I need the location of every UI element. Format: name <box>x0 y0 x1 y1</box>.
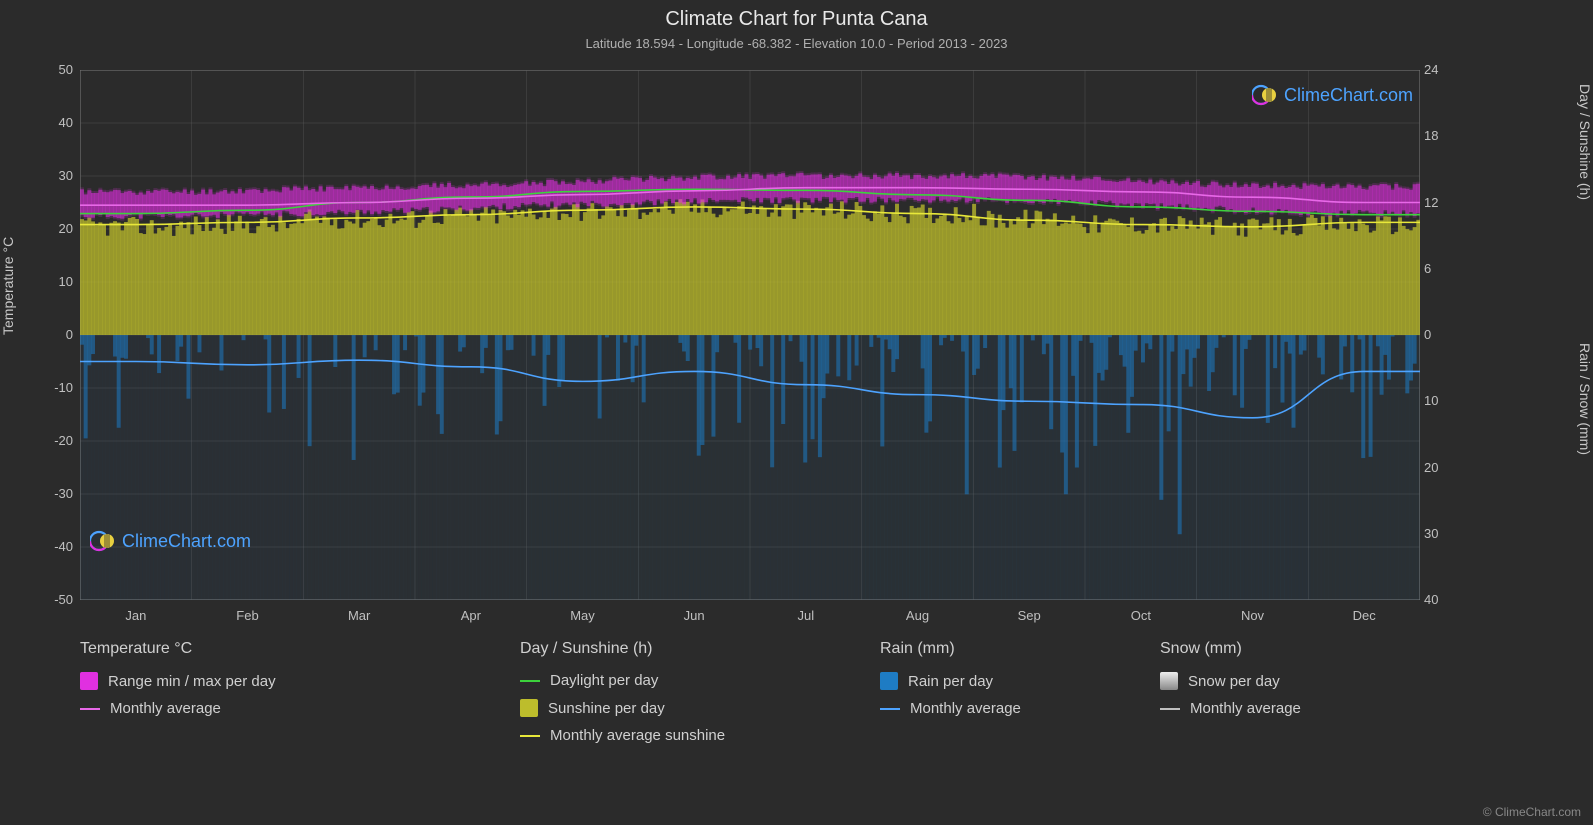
legend-header: Temperature °C <box>80 640 520 658</box>
legend-item-snow-daily: Snow per day <box>1160 672 1420 690</box>
plot-area <box>80 70 1420 600</box>
swatch-icon <box>1160 708 1180 710</box>
month-label: Sep <box>999 608 1059 623</box>
watermark-top: ClimeChart.com <box>1252 82 1413 108</box>
legend-label: Monthly average <box>910 700 1021 717</box>
swatch-icon <box>1160 672 1178 690</box>
month-label: Mar <box>329 608 389 623</box>
legend-col-rain: Rain (mm) Rain per day Monthly average <box>880 640 1160 744</box>
legend-item-temp-avg: Monthly average <box>80 700 520 717</box>
swatch-icon <box>880 672 898 690</box>
month-label: Dec <box>1334 608 1394 623</box>
legend-header: Snow (mm) <box>1160 640 1420 658</box>
y-left-tick: 20 <box>33 221 73 236</box>
legend-label: Monthly average <box>1190 700 1301 717</box>
legend-label: Range min / max per day <box>108 673 276 690</box>
swatch-icon <box>880 708 900 710</box>
y-axis-right-top-label: Day / Sunshine (h) <box>1577 84 1593 200</box>
y-right-bottom-tick: 40 <box>1424 592 1464 607</box>
legend-header: Day / Sunshine (h) <box>520 640 880 658</box>
legend-item-temp-range: Range min / max per day <box>80 672 520 690</box>
month-label: Jan <box>106 608 166 623</box>
swatch-icon <box>80 672 98 690</box>
y-right-bottom-tick: 30 <box>1424 526 1464 541</box>
legend-col-snow: Snow (mm) Snow per day Monthly average <box>1160 640 1420 744</box>
month-label: Feb <box>218 608 278 623</box>
legend-item-rain-avg: Monthly average <box>880 700 1160 717</box>
legend-label: Monthly average sunshine <box>550 727 725 744</box>
month-label: Jun <box>664 608 724 623</box>
legend-item-sunshine: Sunshine per day <box>520 699 880 717</box>
legend-label: Snow per day <box>1188 673 1280 690</box>
legend-label: Rain per day <box>908 673 993 690</box>
y-left-tick: -50 <box>33 592 73 607</box>
y-left-tick: -30 <box>33 486 73 501</box>
month-label: May <box>553 608 613 623</box>
legend-item-rain-daily: Rain per day <box>880 672 1160 690</box>
legend-item-daylight: Daylight per day <box>520 672 880 689</box>
y-left-tick: 50 <box>33 62 73 77</box>
watermark-bottom: ClimeChart.com <box>90 528 251 554</box>
y-right-bottom-tick: 10 <box>1424 393 1464 408</box>
y-right-top-tick: 0 <box>1424 327 1464 342</box>
legend-col-sunshine: Day / Sunshine (h) Daylight per day Suns… <box>520 640 880 744</box>
y-left-tick: 10 <box>33 274 73 289</box>
logo-icon <box>1252 82 1278 108</box>
watermark-text: ClimeChart.com <box>122 531 251 552</box>
legend-col-temperature: Temperature °C Range min / max per day M… <box>80 640 520 744</box>
y-left-tick: 0 <box>33 327 73 342</box>
climate-chart: Climate Chart for Punta Cana Latitude 18… <box>0 0 1593 825</box>
y-axis-left-label: Temperature °C <box>0 237 16 335</box>
y-right-top-tick: 6 <box>1424 261 1464 276</box>
y-left-tick: -10 <box>33 380 73 395</box>
chart-svg <box>80 70 1420 600</box>
y-left-tick: 40 <box>33 115 73 130</box>
legend-item-snow-avg: Monthly average <box>1160 700 1420 717</box>
month-label: Apr <box>441 608 501 623</box>
month-label: Aug <box>888 608 948 623</box>
legend-header: Rain (mm) <box>880 640 1160 658</box>
y-left-tick: -40 <box>33 539 73 554</box>
watermark-text: ClimeChart.com <box>1284 85 1413 106</box>
y-left-tick: -20 <box>33 433 73 448</box>
legend-label: Monthly average <box>110 700 221 717</box>
legend-label: Sunshine per day <box>548 700 665 717</box>
y-right-top-tick: 18 <box>1424 128 1464 143</box>
month-label: Oct <box>1111 608 1171 623</box>
swatch-icon <box>520 680 540 682</box>
month-label: Jul <box>776 608 836 623</box>
copyright: © ClimeChart.com <box>1483 805 1581 819</box>
swatch-icon <box>80 708 100 710</box>
month-label: Nov <box>1223 608 1283 623</box>
legend: Temperature °C Range min / max per day M… <box>80 640 1420 744</box>
legend-label: Daylight per day <box>550 672 658 689</box>
y-right-top-tick: 24 <box>1424 62 1464 77</box>
swatch-icon <box>520 699 538 717</box>
logo-icon <box>90 528 116 554</box>
y-right-bottom-tick: 20 <box>1424 460 1464 475</box>
y-left-tick: 30 <box>33 168 73 183</box>
swatch-icon <box>520 735 540 737</box>
y-right-top-tick: 12 <box>1424 195 1464 210</box>
y-axis-right-bottom-label: Rain / Snow (mm) <box>1577 343 1593 455</box>
chart-title: Climate Chart for Punta Cana <box>0 8 1593 31</box>
chart-subtitle: Latitude 18.594 - Longitude -68.382 - El… <box>0 36 1593 51</box>
legend-item-sunshine-avg: Monthly average sunshine <box>520 727 880 744</box>
